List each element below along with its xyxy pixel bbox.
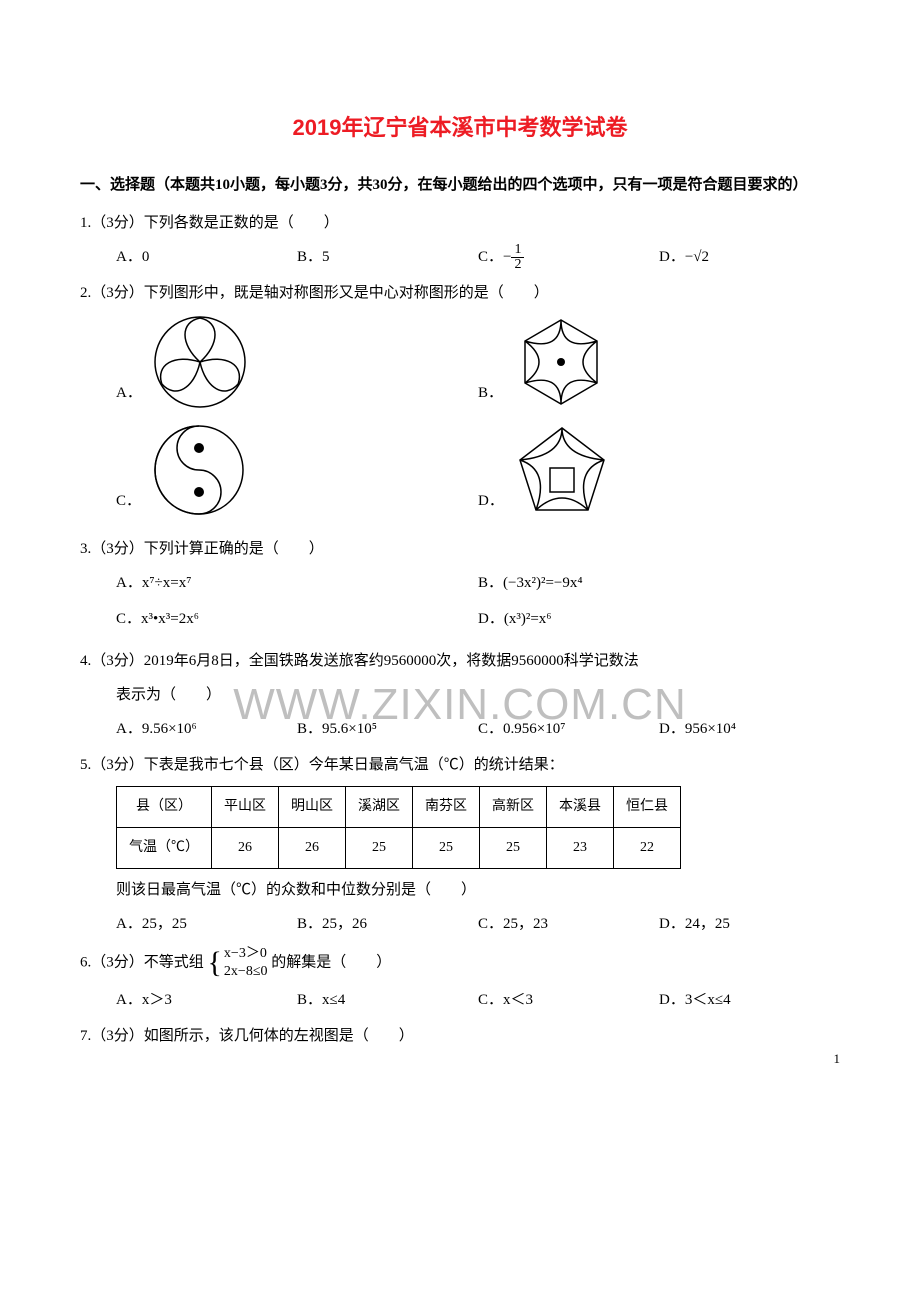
q4-opt-c: C．0.956×10⁷ [478, 714, 659, 744]
th-4: 南芬区 [413, 787, 480, 828]
exam-page: WWW.ZIXIN.COM.CN 2019年辽宁省本溪市中考数学试卷 一、选择题… [0, 0, 920, 1097]
q4-options: A．9.56×10⁶ B．95.6×10⁵ C．0.956×10⁷ D．956×… [80, 714, 840, 744]
q6-line1: x−3＞0 [224, 946, 267, 961]
q6-post: 的解集是（ ） [271, 955, 391, 971]
exam-title: 2019年辽宁省本溪市中考数学试卷 [80, 110, 840, 142]
th-7: 恒仁县 [614, 787, 681, 828]
q5-table: 县（区） 平山区 明山区 溪湖区 南芬区 高新区 本溪县 恒仁县 气温（℃） 2… [116, 786, 681, 869]
q3-opt-c: C．x³•x³=2x⁶ [116, 604, 478, 634]
q3-options: A．x⁷÷x=x⁷ B．(−3x²)²=−9x⁴ C．x³•x³=2x⁶ D．(… [80, 568, 840, 640]
q3-text: 3.（3分）下列计算正确的是（ ） [80, 534, 840, 564]
q6-opt-d: D．3＜x≤4 [659, 985, 840, 1015]
q5-opt-b: B．25，26 [297, 909, 478, 939]
q6-options: A．x＞3 B．x≤4 C．x＜3 D．3＜x≤4 [80, 985, 840, 1015]
question-4: 4.（3分）2019年6月8日，全国铁路发送旅客约9560000次，将数据956… [80, 646, 840, 744]
q1-opt-b: B．5 [297, 242, 478, 272]
hexagon-star-icon [511, 312, 611, 412]
q1-c-num: 1 [511, 243, 524, 258]
q2-opt-a: A． [116, 312, 478, 412]
th-5: 高新区 [480, 787, 547, 828]
q5-text: 5.（3分）下表是我市七个县（区）今年某日最高气温（℃）的统计结果： [80, 750, 840, 780]
q4-opt-b: B．95.6×10⁵ [297, 714, 478, 744]
q1-c-fraction: 12 [511, 243, 524, 272]
q1-text: 1.（3分）下列各数是正数的是（ ） [80, 208, 840, 238]
trefoil-icon [150, 312, 250, 412]
yinyang-icon [149, 420, 249, 520]
q7-text: 7.（3分）如图所示，该几何体的左视图是（ ） [80, 1021, 840, 1051]
q1-opt-c: C．−12 [478, 242, 659, 272]
th-6: 本溪县 [547, 787, 614, 828]
q5-opt-a: A．25，25 [116, 909, 297, 939]
q2-opt-b: B． [478, 312, 840, 412]
q6-system: { x−3＞0 2x−8≤0 [208, 945, 268, 981]
q2-opt-d: D． [478, 420, 840, 520]
q1-options: A．0 B．5 C．−12 D．−√2 [80, 242, 840, 272]
q1-c-pre: C． [478, 249, 503, 265]
q5-post: 则该日最高气温（℃）的众数和中位数分别是（ ） [80, 875, 840, 905]
q6-text: 6.（3分）不等式组 { x−3＞0 2x−8≤0 的解集是（ ） [80, 945, 840, 981]
q1-opt-a: A．0 [116, 242, 297, 272]
q3-opt-a: A．x⁷÷x=x⁷ [116, 568, 478, 598]
q6-pre: 6.（3分）不等式组 [80, 955, 204, 971]
question-1: 1.（3分）下列各数是正数的是（ ） A．0 B．5 C．−12 D．−√2 [80, 208, 840, 272]
td-5: 23 [547, 828, 614, 869]
td-1: 26 [279, 828, 346, 869]
q4-text1: 4.（3分）2019年6月8日，全国铁路发送旅客约9560000次，将数据956… [80, 646, 840, 676]
q6-line2: 2x−8≤0 [224, 964, 268, 979]
th-3: 溪湖区 [346, 787, 413, 828]
q5-options: A．25，25 B．25，26 C．25，23 D．24，25 [80, 909, 840, 939]
q2-b-label: B． [478, 378, 503, 412]
brace-icon: { [208, 948, 222, 978]
td-4: 25 [480, 828, 547, 869]
th-1: 平山区 [212, 787, 279, 828]
q2-a-label: A． [116, 378, 142, 412]
th-0: 县（区） [117, 787, 212, 828]
td-2: 25 [346, 828, 413, 869]
q2-options: A． B． C． [80, 312, 840, 528]
table-row-data: 气温（℃） 26 26 25 25 25 23 22 [117, 828, 681, 869]
q2-opt-c: C． [116, 420, 478, 520]
q1-c-den: 2 [511, 258, 524, 272]
q2-text: 2.（3分）下列图形中，既是轴对称图形又是中心对称图形的是（ ） [80, 278, 840, 308]
q4-text2: 表示为（ ） [80, 680, 840, 710]
q6-lines: x−3＞0 2x−8≤0 [224, 945, 268, 981]
question-6: 6.（3分）不等式组 { x−3＞0 2x−8≤0 的解集是（ ） A．x＞3 … [80, 945, 840, 1015]
question-7: 7.（3分）如图所示，该几何体的左视图是（ ） [80, 1021, 840, 1051]
q4-opt-d: D．956×10⁴ [659, 714, 840, 744]
question-2: 2.（3分）下列图形中，既是轴对称图形又是中心对称图形的是（ ） A． B． [80, 278, 840, 528]
td-3: 25 [413, 828, 480, 869]
q6-opt-b: B．x≤4 [297, 985, 478, 1015]
section-header: 一、选择题（本题共10小题，每小题3分，共30分，在每小题给出的四个选项中，只有… [80, 170, 840, 200]
question-5: 5.（3分）下表是我市七个县（区）今年某日最高气温（℃）的统计结果： 县（区） … [80, 750, 840, 939]
q6-opt-c: C．x＜3 [478, 985, 659, 1015]
q5-opt-d: D．24，25 [659, 909, 840, 939]
q3-opt-d: D．(x³)²=x⁶ [478, 604, 840, 634]
td-0: 26 [212, 828, 279, 869]
q2-d-label: D． [478, 486, 504, 520]
q2-c-label: C． [116, 486, 141, 520]
q1-c-neg: − [503, 249, 511, 265]
q1-opt-d: D．−√2 [659, 242, 840, 272]
q6-opt-a: A．x＞3 [116, 985, 297, 1015]
table-row-header: 县（区） 平山区 明山区 溪湖区 南芬区 高新区 本溪县 恒仁县 [117, 787, 681, 828]
q5-opt-c: C．25，23 [478, 909, 659, 939]
td-6: 22 [614, 828, 681, 869]
th-2: 明山区 [279, 787, 346, 828]
pentagon-square-icon [512, 420, 612, 520]
td-label: 气温（℃） [117, 828, 212, 869]
q4-opt-a: A．9.56×10⁶ [116, 714, 297, 744]
question-3: 3.（3分）下列计算正确的是（ ） A．x⁷÷x=x⁷ B．(−3x²)²=−9… [80, 534, 840, 640]
page-number: 1 [834, 1051, 841, 1067]
q3-opt-b: B．(−3x²)²=−9x⁴ [478, 568, 840, 598]
